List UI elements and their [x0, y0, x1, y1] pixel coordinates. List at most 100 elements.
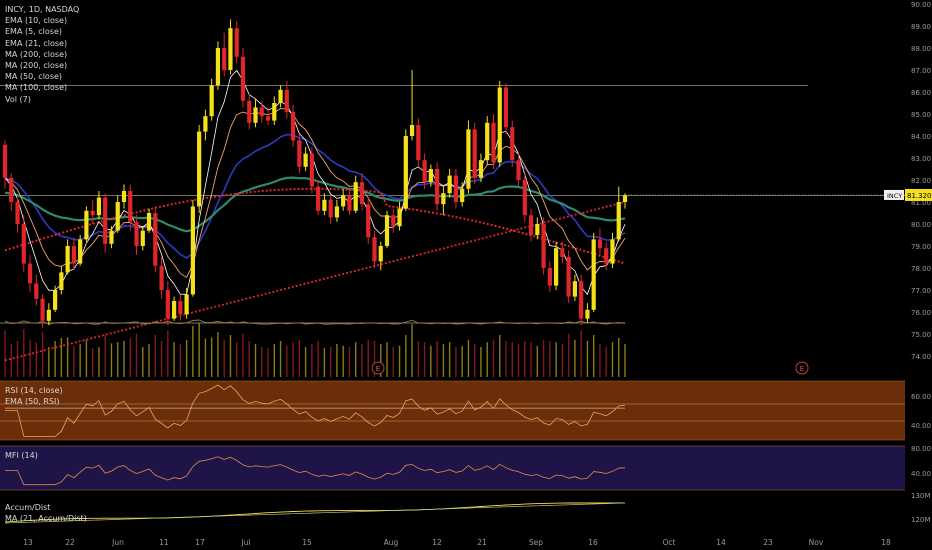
volume-bar [304, 347, 307, 377]
volume-bar [549, 341, 551, 377]
volume-bar [329, 347, 332, 377]
candle [322, 199, 327, 211]
legend-line: Vol (7) [5, 94, 31, 104]
candle [240, 56, 246, 101]
candle [597, 239, 603, 249]
candle [610, 239, 615, 264]
candle [572, 281, 577, 297]
candle [215, 48, 221, 86]
candle [334, 206, 340, 218]
candle [516, 160, 521, 180]
candle [197, 131, 202, 207]
candle [359, 182, 365, 205]
volume-bar [123, 341, 125, 377]
volume-bar [417, 341, 420, 377]
candle [146, 213, 152, 231]
volume-bar [23, 329, 25, 377]
candle [522, 180, 527, 216]
ticker-tag [884, 189, 904, 200]
volume-bar [486, 342, 488, 377]
candle [278, 89, 283, 103]
volume-bar [267, 348, 269, 377]
volume-bar [192, 326, 194, 377]
candle [547, 268, 552, 286]
volume-bar [367, 339, 369, 377]
volume-bar [167, 330, 169, 377]
volume-bar [98, 347, 100, 377]
rsi-tick-label: 60.00 [911, 393, 931, 401]
candle [403, 136, 408, 209]
candle [478, 160, 484, 178]
candle [222, 48, 227, 70]
ema10-line [4, 108, 626, 279]
candle [71, 246, 76, 264]
accum-dist-ma-line [4, 502, 626, 524]
candle [579, 281, 584, 319]
volume-bar [148, 344, 150, 377]
candle [165, 290, 170, 319]
legend-line: EMA (5, close) [5, 27, 62, 37]
candle [497, 87, 502, 163]
candle [585, 309, 590, 319]
candle [353, 182, 358, 211]
volume-bar [317, 341, 319, 377]
candle [554, 248, 559, 286]
candle [209, 85, 214, 117]
volume-bar [261, 347, 263, 377]
volume-bar [461, 345, 463, 377]
volume-bar [405, 335, 407, 377]
volume-bar [91, 348, 94, 377]
rsi-tick-label: 40.00 [911, 422, 931, 430]
volume-bar [436, 341, 438, 377]
rsi-legend: RSI (14, close) EMA (50, RSI) [5, 385, 63, 407]
candle [184, 294, 189, 315]
candle [604, 248, 609, 264]
volume-bar [254, 344, 257, 377]
candle [566, 257, 571, 297]
volume-bar [505, 341, 507, 377]
volume-bar [286, 345, 288, 377]
x-tick-label: 22 [65, 538, 75, 547]
candle [622, 195, 628, 202]
price-tick-label: 90.00 [911, 1, 931, 9]
volume-bar [480, 347, 482, 377]
candle [560, 248, 565, 257]
volume-bar [511, 342, 513, 377]
candle [453, 175, 459, 202]
candle [460, 188, 465, 202]
volume-bar [135, 333, 138, 377]
candle [265, 116, 271, 121]
price-tick-label: 77.00 [911, 287, 931, 295]
x-tick-label: Nov [809, 538, 824, 547]
volume-bar [35, 342, 38, 377]
candle [535, 224, 540, 235]
volume-bar [392, 347, 394, 377]
candle [190, 206, 195, 295]
rsi-band [0, 381, 905, 440]
mfi-tick-label: 40.00 [911, 470, 931, 478]
price-tick-label: 81.00 [911, 199, 931, 207]
candle [253, 107, 258, 123]
volume-bar [524, 341, 526, 377]
candle [472, 129, 477, 178]
price-tick-label: 75.00 [911, 331, 931, 339]
price-tick-label: 78.00 [911, 265, 931, 273]
price-tick-label: 76.00 [911, 309, 931, 317]
volume-bar [567, 333, 570, 377]
legend-line: INCY, 1D, NASDAQ [5, 5, 80, 14]
candle [297, 140, 302, 167]
candle [115, 202, 120, 231]
volume-bar [204, 338, 207, 377]
candle [90, 210, 95, 216]
price-tick-label: 87.00 [911, 67, 931, 75]
volume-bar [154, 335, 157, 377]
volume-bar [430, 345, 432, 377]
volume-bar [210, 337, 213, 377]
volume-bar [248, 341, 250, 377]
candle [103, 197, 108, 244]
volume-bar [160, 341, 163, 377]
earnings-marker-label: E [800, 365, 804, 373]
volume-bar [467, 339, 470, 377]
candle [228, 28, 233, 70]
candle [435, 169, 440, 205]
